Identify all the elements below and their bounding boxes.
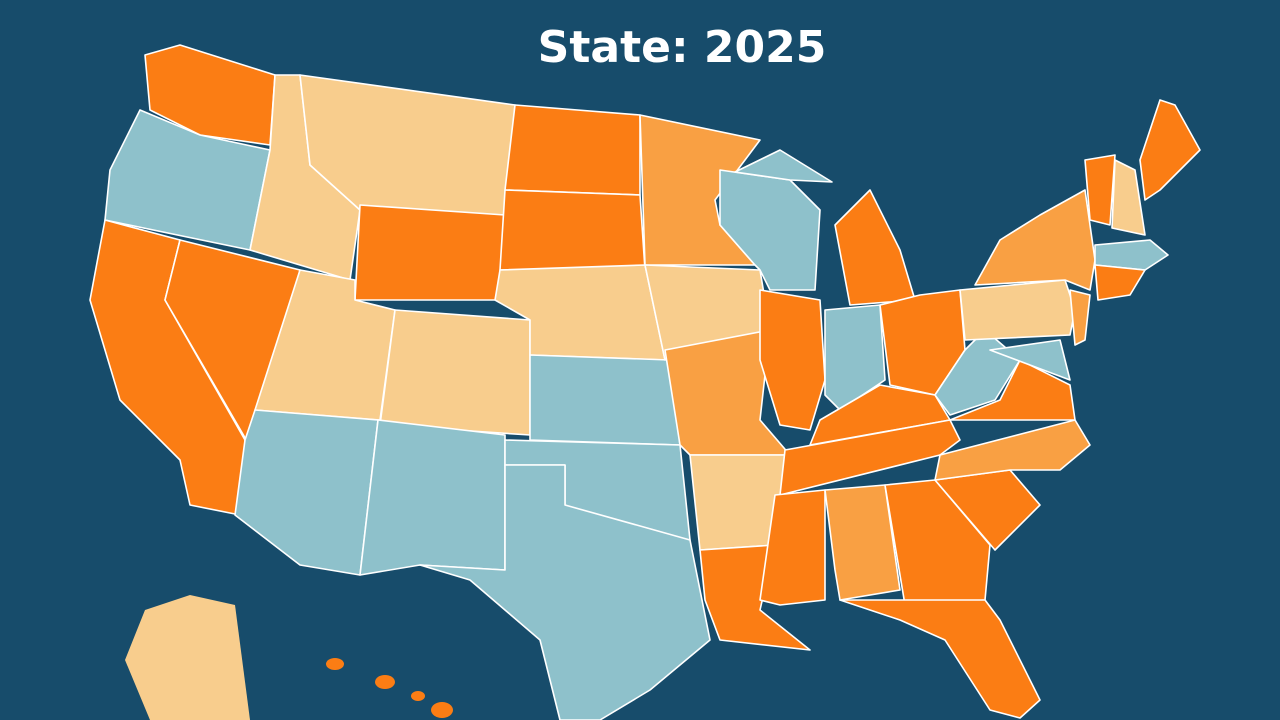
state	[504, 104, 641, 196]
map-title: State: 2025	[538, 22, 827, 73]
state	[354, 204, 506, 301]
state	[529, 354, 681, 446]
state	[499, 189, 646, 271]
state	[974, 189, 1096, 291]
state	[809, 384, 951, 446]
state	[1069, 289, 1091, 346]
island	[326, 658, 344, 670]
state	[719, 169, 821, 291]
state	[959, 279, 1076, 341]
state	[1139, 99, 1201, 201]
state	[884, 479, 991, 606]
us-map	[89, 44, 1201, 720]
state	[1094, 264, 1146, 301]
state	[1094, 239, 1169, 271]
state	[989, 339, 1071, 381]
state	[839, 599, 1041, 719]
island	[431, 702, 453, 718]
state	[1084, 154, 1116, 226]
island	[411, 691, 425, 701]
state	[125, 595, 250, 720]
state	[949, 359, 1076, 421]
state	[419, 464, 711, 720]
state	[779, 419, 961, 496]
state	[759, 489, 826, 606]
state	[834, 189, 916, 306]
state	[1111, 159, 1146, 236]
island	[375, 675, 395, 689]
state	[734, 149, 833, 183]
state	[359, 419, 506, 576]
state	[824, 484, 901, 601]
state	[379, 309, 531, 436]
state	[759, 289, 826, 431]
